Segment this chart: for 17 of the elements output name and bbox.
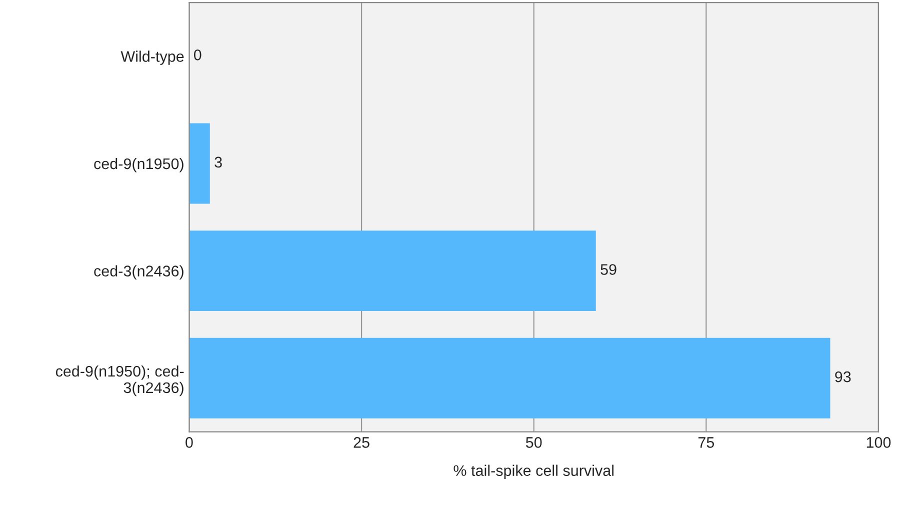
x-tick-label: 50 bbox=[526, 437, 542, 448]
x-tick-label: 75 bbox=[698, 437, 714, 448]
x-tick-label: 100 bbox=[866, 437, 891, 448]
data-label: 93 bbox=[835, 371, 851, 382]
bar bbox=[189, 123, 210, 204]
bar bbox=[189, 230, 596, 312]
y-tick-label: Wild-type bbox=[120, 50, 184, 65]
data-label: 3 bbox=[214, 156, 222, 168]
y-tick-label: ced-9(n1950); ced- 3(n2436) bbox=[56, 365, 184, 396]
bar bbox=[189, 338, 830, 418]
data-label: 59 bbox=[600, 264, 616, 275]
y-tick-label: ced-9(n1950) bbox=[94, 158, 184, 172]
x-tick-label: 25 bbox=[354, 437, 370, 448]
data-label: 0 bbox=[194, 50, 202, 60]
y-tick-label: ced-3(n2436) bbox=[94, 265, 184, 280]
x-axis-title: % tail-spike cell survival bbox=[454, 464, 614, 479]
x-tick-label: 0 bbox=[186, 437, 193, 448]
